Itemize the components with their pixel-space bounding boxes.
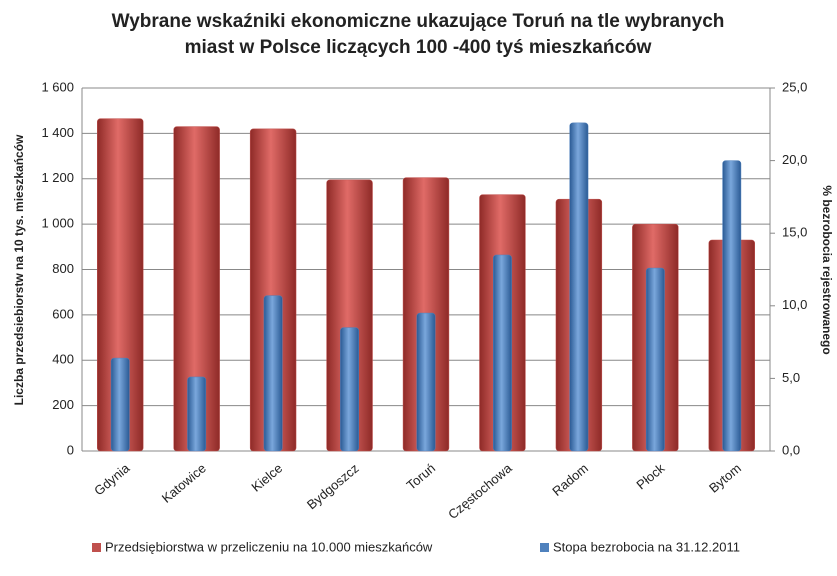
y-tick-label: 400 — [52, 352, 74, 367]
bar — [493, 254, 512, 452]
legend-swatch — [92, 543, 101, 552]
x-tick-label: Radom — [549, 460, 591, 498]
y-tick-label: 600 — [52, 306, 74, 321]
x-tick-label: Toruń — [404, 460, 439, 492]
y2-tick-label: 0,0 — [782, 442, 800, 457]
legend-label: Przedsiębiorstwa w przeliczeniu na 10.00… — [105, 539, 433, 554]
chart-title: Wybrane wskaźniki ekonomiczne ukazujące … — [112, 11, 725, 32]
y-tick-label: 1 200 — [41, 170, 74, 185]
legend-label: Stopa bezrobocia na 31.12.2011 — [553, 539, 740, 554]
y-tick-label: 0 — [67, 442, 74, 457]
bar — [416, 312, 436, 452]
x-tick-label: Katowice — [159, 460, 209, 505]
bar — [263, 295, 283, 452]
bar — [110, 357, 130, 452]
y-tick-label: 1 400 — [41, 125, 74, 140]
bar — [645, 267, 665, 452]
x-tick-label: Gdynia — [91, 460, 133, 498]
y2-axis-label: % bezrobocia rejestrowanego — [820, 185, 834, 354]
y2-tick-label: 20,0 — [782, 152, 807, 167]
y-tick-label: 1 000 — [41, 216, 74, 231]
x-tick-label: Bytom — [706, 460, 744, 495]
y2-tick-label: 15,0 — [782, 225, 807, 240]
x-tick-label: Częstochowa — [445, 460, 515, 522]
bar — [722, 160, 742, 452]
bar — [340, 327, 359, 452]
bar — [187, 376, 207, 452]
x-tick-label: Płock — [633, 460, 667, 492]
y-tick-label: 200 — [52, 397, 74, 412]
y2-tick-label: 25,0 — [782, 79, 807, 94]
y-axis-label: Liczba przedsiebiorstw na 10 tys. mieszk… — [12, 134, 26, 405]
y-tick-label: 800 — [52, 261, 74, 276]
x-tick-label: Kielce — [248, 460, 285, 494]
legend-swatch — [540, 543, 549, 552]
y-tick-label: 1 600 — [41, 79, 74, 94]
x-tick-label: Bydgoszcz — [304, 460, 362, 512]
y2-tick-label: 5,0 — [782, 370, 800, 385]
y2-tick-label: 10,0 — [782, 297, 807, 312]
chart-title: miast w Polsce liczących 100 -400 tyś mi… — [185, 37, 652, 58]
bar — [569, 122, 589, 452]
